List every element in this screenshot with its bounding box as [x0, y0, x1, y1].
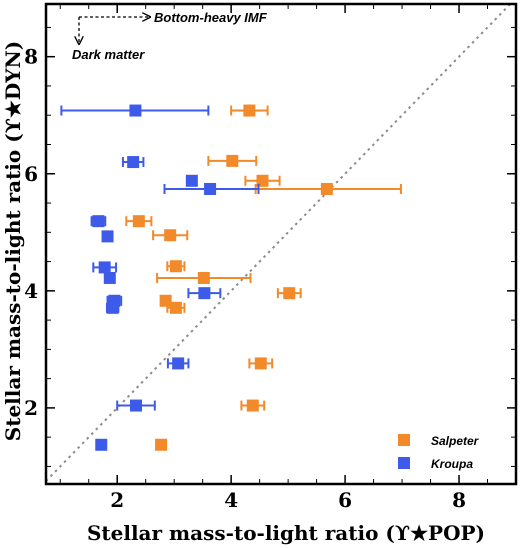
data-point-kroupa [130, 399, 143, 412]
data-point-kroupa [127, 156, 140, 169]
data-point-salpeter [164, 229, 177, 242]
x-tick-label: 4 [224, 488, 238, 512]
imf-annotation: Bottom-heavy IMF Dark matter [72, 10, 268, 62]
data-point-kroupa [198, 287, 211, 300]
data-point-salpeter [254, 357, 267, 370]
axis-ticks [46, 4, 517, 484]
x-tick-label: 6 [338, 488, 352, 512]
data-point-kroupa [106, 301, 119, 314]
data-point-kroupa [185, 174, 198, 187]
data-point-salpeter [169, 260, 182, 273]
data-point-salpeter [169, 301, 182, 314]
data-point-kroupa [172, 357, 185, 370]
legend-label-kroupa: Kroupa [431, 457, 473, 471]
data-point-salpeter [226, 154, 239, 167]
data-point-kroupa [98, 261, 111, 274]
y-tick-label: 6 [24, 162, 38, 186]
x-axis-title: Stellar mass-to-light ratio (ϒ★POP) [87, 521, 485, 545]
one-to-one-line [45, 3, 512, 482]
data-point-salpeter [132, 215, 145, 228]
data-point-salpeter [155, 438, 168, 451]
legend-swatch-kroupa [398, 457, 410, 469]
data-point-kroupa [92, 215, 105, 228]
tick-labels: 2 4 6 8 2 4 6 8 [24, 45, 466, 512]
data-point-salpeter [243, 104, 256, 117]
data-point-salpeter [256, 174, 269, 187]
data-point-kroupa [103, 271, 116, 284]
bottom-heavy-label: Bottom-heavy IMF [154, 10, 268, 25]
data-point-kroupa [101, 230, 114, 243]
legend: Salpeter Kroupa [398, 434, 480, 471]
data-point-kroupa [129, 104, 142, 117]
data-point-salpeter [197, 271, 210, 284]
data-series [60, 104, 402, 451]
data-point-kroupa [95, 438, 108, 451]
y-tick-label: 4 [24, 279, 38, 303]
data-point-salpeter [320, 182, 333, 195]
y-tick-label: 8 [24, 45, 38, 69]
legend-swatch-salpeter [398, 434, 410, 446]
plot-frame [44, 2, 518, 486]
data-point-salpeter [159, 294, 172, 307]
y-tick-label: 2 [24, 396, 38, 420]
data-point-kroupa [204, 182, 217, 195]
data-point-salpeter [283, 287, 296, 300]
legend-label-salpeter: Salpeter [431, 434, 480, 448]
data-point-salpeter [246, 399, 259, 412]
series-salpeter [125, 104, 402, 451]
y-axis-title: Stellar mass-to-light ratio (ϒ★DYN) [1, 41, 25, 441]
dark-matter-label: Dark matter [72, 47, 145, 62]
x-tick-label: 8 [452, 488, 466, 512]
series-kroupa [60, 104, 260, 451]
x-tick-label: 2 [110, 488, 124, 512]
